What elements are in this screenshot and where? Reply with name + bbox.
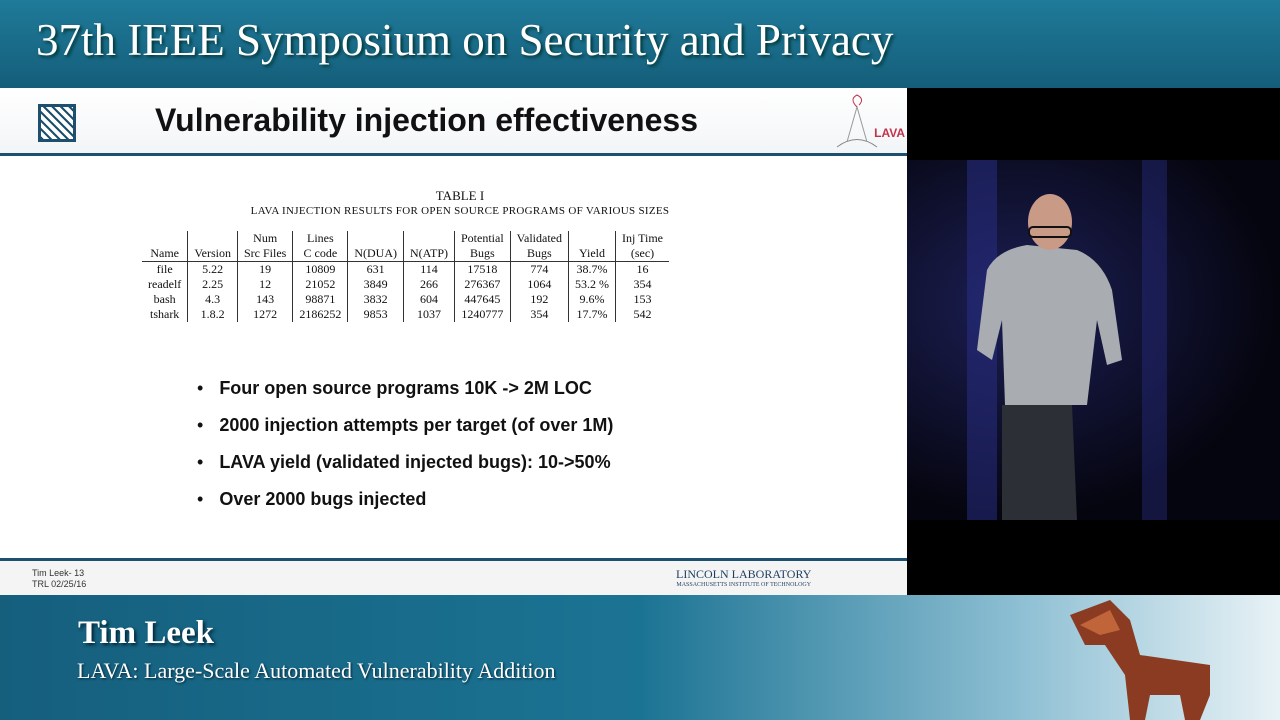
table-cell: 1064	[509, 277, 569, 292]
lincoln-lab-logo	[38, 104, 76, 142]
column-header: Yield	[567, 246, 616, 262]
talk-title: LAVA: Large-Scale Automated Vulnerabilit…	[77, 658, 556, 683]
column-header	[187, 231, 238, 246]
table-cell: 114	[402, 261, 455, 277]
table-cell: 17518	[453, 261, 511, 277]
table-cell: 276367	[453, 277, 511, 292]
table-cell: 774	[509, 261, 569, 277]
conference-title: 37th IEEE Symposium on Security and Priv…	[36, 15, 894, 65]
table-cell: 9853	[347, 307, 404, 322]
table-row: tshark 1.8.2 1272 2186252 9853 1037 1240777 354…	[142, 307, 669, 322]
column-header	[142, 231, 188, 246]
column-header	[567, 231, 616, 246]
table-cell: 354	[509, 307, 569, 322]
column-header: (sec)	[614, 246, 669, 262]
table-cell: 21052	[292, 277, 348, 292]
bullet-item: 2000 injection attempts per target (of o…	[197, 415, 613, 452]
table-cell: 53.2 %	[567, 277, 616, 292]
table-cell: 153	[614, 292, 669, 307]
table-cell: 5.22	[187, 261, 238, 277]
lower-third: Tim Leek LAVA: Large-Scale Automated Vul…	[0, 595, 1280, 720]
column-header: N(DUA)	[347, 246, 404, 262]
table-cell: 1037	[402, 307, 455, 322]
column-header: Lines	[292, 231, 348, 246]
table-header-row: Num Lines Potential Validated Inj Time	[142, 231, 669, 246]
slide-footer: Tim Leek- 13 TRL 02/25/16 LINCOLN LABORAT…	[0, 558, 907, 595]
table-caption: TABLE I	[435, 188, 485, 203]
footer-institute: MASSACHUSETTS INSTITUTE OF TECHNOLOGY	[676, 582, 812, 588]
table-cell: 16	[614, 261, 669, 277]
table-cell: 604	[402, 292, 455, 307]
bullet-list: Four open source programs 10K -> 2M LOC …	[197, 378, 613, 526]
table-row: bash 4.3 143 98871 3832 604 447645 192 9.6% 153	[142, 292, 669, 307]
table-cell: 447645	[453, 292, 511, 307]
table-cell: readelf	[148, 277, 182, 291]
table-cell: 38.7%	[567, 261, 616, 277]
footer-lab: LINCOLN LABORATORY	[676, 567, 812, 581]
table-row: readelf 2.25 12 21052 3849 266 276367 1064 53.2 …	[142, 277, 669, 292]
column-header: Bugs	[453, 246, 511, 262]
results-table: Num Lines Potential Validated Inj Time Name Ve…	[142, 231, 669, 322]
table-cell: file	[156, 262, 173, 276]
bullet-item: LAVA yield (validated injected bugs): 10…	[197, 452, 613, 489]
table-cell: 192	[509, 292, 569, 307]
table-cell: 1240777	[453, 307, 511, 322]
table-cell: 631	[347, 261, 404, 277]
column-header: Bugs	[509, 246, 569, 262]
column-header: Name	[142, 246, 188, 262]
footer-date: TRL 02/25/16	[32, 579, 87, 589]
footer-author: Tim Leek- 13	[32, 568, 85, 578]
table-subtitle: LAVA INJECTION RESULTS FOR OPEN SOURCE P…	[250, 205, 670, 217]
table-header-row: Name Version Src Files C code N(DUA) N(ATP) Bu…	[142, 246, 669, 262]
table-cell: 266	[402, 277, 455, 292]
column-header: Num	[236, 231, 293, 246]
table-cell: 3849	[347, 277, 404, 292]
table-cell: 542	[614, 307, 669, 322]
table-cell: 9.6%	[567, 292, 616, 307]
table-cell: 98871	[292, 292, 348, 307]
column-header	[402, 231, 455, 246]
table-cell: 3832	[347, 292, 404, 307]
column-header	[347, 231, 404, 246]
bullet-item: Over 2000 bugs injected	[197, 489, 613, 526]
table-cell: bash	[153, 292, 176, 306]
lava-logo: LAVA	[832, 92, 907, 152]
lava-logo-text: LAVA	[874, 126, 905, 140]
column-header: Inj Time	[614, 231, 669, 246]
table-cell: 2186252	[292, 307, 348, 322]
column-header: N(ATP)	[402, 246, 455, 262]
speaker-figure	[967, 160, 1167, 520]
speaker-video	[907, 160, 1280, 520]
column-header: Src Files	[236, 246, 293, 262]
table-cell: 354	[614, 277, 669, 292]
table-cell: 4.3	[187, 292, 238, 307]
column-header: Validated	[509, 231, 569, 246]
table-cell: 12	[236, 277, 293, 292]
slide-title: Vulnerability injection effectiveness	[155, 102, 698, 138]
column-header: Potential	[453, 231, 511, 246]
bullet-item: Four open source programs 10K -> 2M LOC	[197, 378, 613, 415]
table-row: file 5.22 19 10809 631 114 17518 774 38.7% 16	[142, 261, 669, 277]
slide-header: Vulnerability injection effectiveness LA…	[0, 88, 907, 156]
table-cell: tshark	[149, 307, 180, 321]
column-header: Version	[187, 246, 238, 262]
conference-banner: 37th IEEE Symposium on Security and Priv…	[0, 0, 1280, 88]
speaker-name: Tim Leek	[78, 615, 214, 651]
table-cell: 17.7%	[567, 307, 616, 322]
column-header: C code	[292, 246, 348, 262]
table-cell: 1272	[236, 307, 293, 322]
table-cell: 143	[236, 292, 293, 307]
table-cell: 2.25	[187, 277, 238, 292]
trojan-horse-logo	[1070, 600, 1210, 720]
slide: Vulnerability injection effectiveness LA…	[0, 88, 907, 595]
table-cell: 19	[236, 261, 293, 277]
table-cell: 10809	[292, 261, 348, 277]
table-cell: 1.8.2	[187, 307, 238, 322]
